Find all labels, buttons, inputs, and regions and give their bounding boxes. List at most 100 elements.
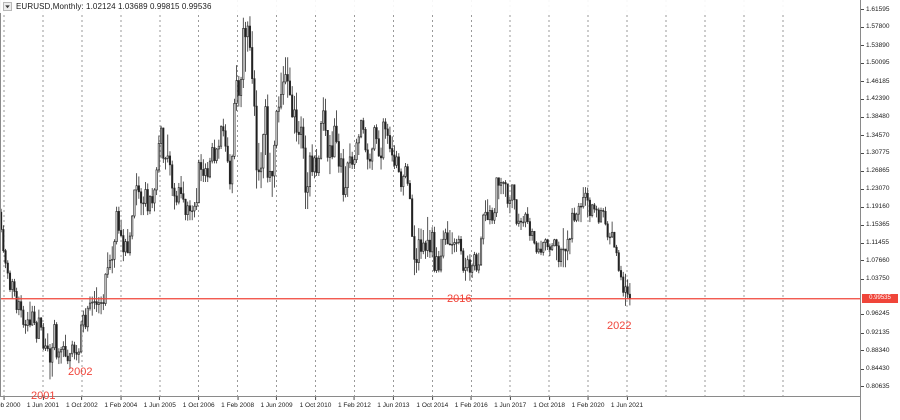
year-annotation: 2022 (607, 320, 632, 332)
time-tick: 1 Jun 2009 (260, 397, 293, 410)
time-tick-label: 1 Feb 2000 (0, 402, 21, 409)
time-tick-label: 1 Jun 2013 (377, 402, 410, 409)
price-tick-label: 0.80635 (866, 382, 890, 390)
price-tick-dash (861, 98, 864, 100)
price-tick-label: 1.23070 (866, 185, 890, 193)
time-tick-dash (237, 397, 239, 400)
time-tick-dash (392, 397, 394, 400)
price-tick-dash (861, 350, 864, 352)
price-tick: 1.30775 (861, 148, 890, 158)
time-tick-dash (626, 397, 628, 400)
price-tick: 1.53890 (861, 41, 890, 51)
time-tick: 1 Feb 2008 (221, 397, 254, 410)
time-tick: 1 Feb 2004 (104, 397, 137, 410)
price-tick-label: 1.30775 (866, 149, 890, 157)
price-tick-dash (861, 188, 864, 190)
time-tick-dash (198, 397, 200, 400)
price-tick-dash (861, 332, 864, 334)
price-tick-dash (861, 26, 864, 28)
symbol-quote-bar: EURUSD,Monthly: 1.02124 1.03689 0.99815 … (0, 0, 860, 13)
time-tick-dash (509, 397, 511, 400)
price-tick: 1.15365 (861, 220, 890, 230)
time-tick-label: 1 Oct 2002 (65, 402, 98, 409)
time-tick: 1 Feb 2012 (338, 397, 371, 410)
price-tick-label: 0.96245 (866, 310, 890, 318)
price-tick-dash (861, 242, 864, 244)
time-tick-dash (470, 397, 472, 400)
symbol-quote-label: EURUSD,Monthly: 1.02124 1.03689 0.99815 … (16, 1, 212, 11)
price-tick-dash (861, 9, 864, 11)
price-tick-dash (861, 62, 864, 64)
price-tick: 1.19160 (861, 202, 890, 212)
time-tick-label: 1 Jun 2001 (26, 402, 60, 409)
time-scale-axis[interactable]: 1 Feb 2000 1 Jun 2001 1 Oct 2002 1 Feb 2004… (0, 396, 860, 420)
price-tick-dash (861, 45, 864, 47)
time-tick-label: 1 Jun 2005 (143, 402, 176, 409)
price-tick-dash (861, 152, 864, 154)
price-tick: 1.38480 (861, 112, 890, 122)
time-tick: 1 Oct 2002 (66, 397, 98, 410)
price-tick-dash (861, 116, 864, 118)
price-tick-label: 1.07660 (866, 256, 890, 264)
price-tick: 1.23070 (861, 184, 890, 194)
chart-svg (0, 0, 860, 396)
current-price-badge: 0.99535 (862, 294, 898, 304)
time-tick-dash (431, 397, 433, 400)
price-tick: 0.88340 (861, 346, 890, 356)
price-tick-label: 1.15365 (866, 221, 890, 229)
time-tick-label: 1 Feb 2016 (454, 402, 488, 409)
time-tick: 1 Jun 2021 (611, 397, 643, 410)
price-tick-dash (861, 278, 864, 280)
time-tick-label: 1 Jun 2009 (260, 402, 293, 409)
price-tick-label: 1.19160 (866, 203, 890, 211)
time-tick: 1 Feb 2000 (0, 397, 20, 410)
price-tick: 1.34570 (861, 131, 890, 141)
price-tick-dash (861, 206, 864, 208)
time-tick-dash (276, 397, 278, 400)
time-tick-label: 1 Oct 2018 (533, 402, 566, 409)
grid-lines (3, 0, 784, 396)
time-tick-dash (587, 397, 589, 400)
price-tick-label: 0.84430 (866, 365, 890, 373)
price-tick: 1.61595 (861, 5, 890, 15)
price-tick: 1.42390 (861, 94, 890, 104)
price-tick: 1.26865 (861, 166, 890, 176)
price-tick-dash (861, 135, 864, 137)
time-tick-dash (42, 397, 44, 400)
time-tick-dash (159, 397, 161, 400)
time-tick-label: 1 Jun 2017 (494, 402, 527, 409)
candlestick-plot (0, 0, 860, 396)
time-tick-label: 1 Feb 2004 (104, 402, 138, 409)
price-tick: 1.03750 (861, 274, 890, 284)
price-tick-dash (861, 224, 864, 226)
price-tick: 1.57800 (861, 22, 890, 32)
price-tick-dash (861, 170, 864, 172)
time-tick-label: 1 Feb 2020 (571, 402, 605, 409)
time-tick: 1 Jun 2005 (144, 397, 176, 410)
price-tick-label: 1.61595 (866, 5, 890, 13)
price-tick-label: 1.46185 (866, 77, 890, 85)
chart-plot-area[interactable] (0, 0, 860, 396)
price-tick: 0.96245 (861, 309, 890, 319)
price-tick-label: 1.50095 (866, 59, 890, 67)
time-tick-label: 1 Oct 2006 (182, 402, 215, 409)
chevron-down-icon[interactable] (3, 2, 12, 11)
price-tick: 1.50095 (861, 58, 890, 68)
price-tick: 0.80635 (861, 382, 890, 392)
time-tick: 1 Jun 2001 (27, 397, 59, 410)
price-scale-axis[interactable]: 1.61595 1.57800 1.53890 1.50095 1.46185 1.423… (860, 0, 900, 420)
time-tick: 1 Oct 2010 (300, 397, 331, 410)
time-tick: 1 Oct 2014 (416, 397, 448, 410)
time-tick-label: 1 Feb 2008 (221, 402, 255, 409)
price-tick: 1.11455 (861, 238, 889, 248)
price-tick-label: 0.92135 (866, 329, 890, 337)
time-tick-dash (548, 397, 550, 400)
time-tick-dash (315, 397, 316, 400)
price-tick-dash (861, 260, 864, 262)
time-tick-dash (3, 397, 5, 400)
price-tick-dash (861, 368, 864, 370)
time-tick-dash (81, 397, 83, 400)
time-tick: 1 Oct 2006 (183, 397, 215, 410)
candle-group (0, 16, 631, 380)
